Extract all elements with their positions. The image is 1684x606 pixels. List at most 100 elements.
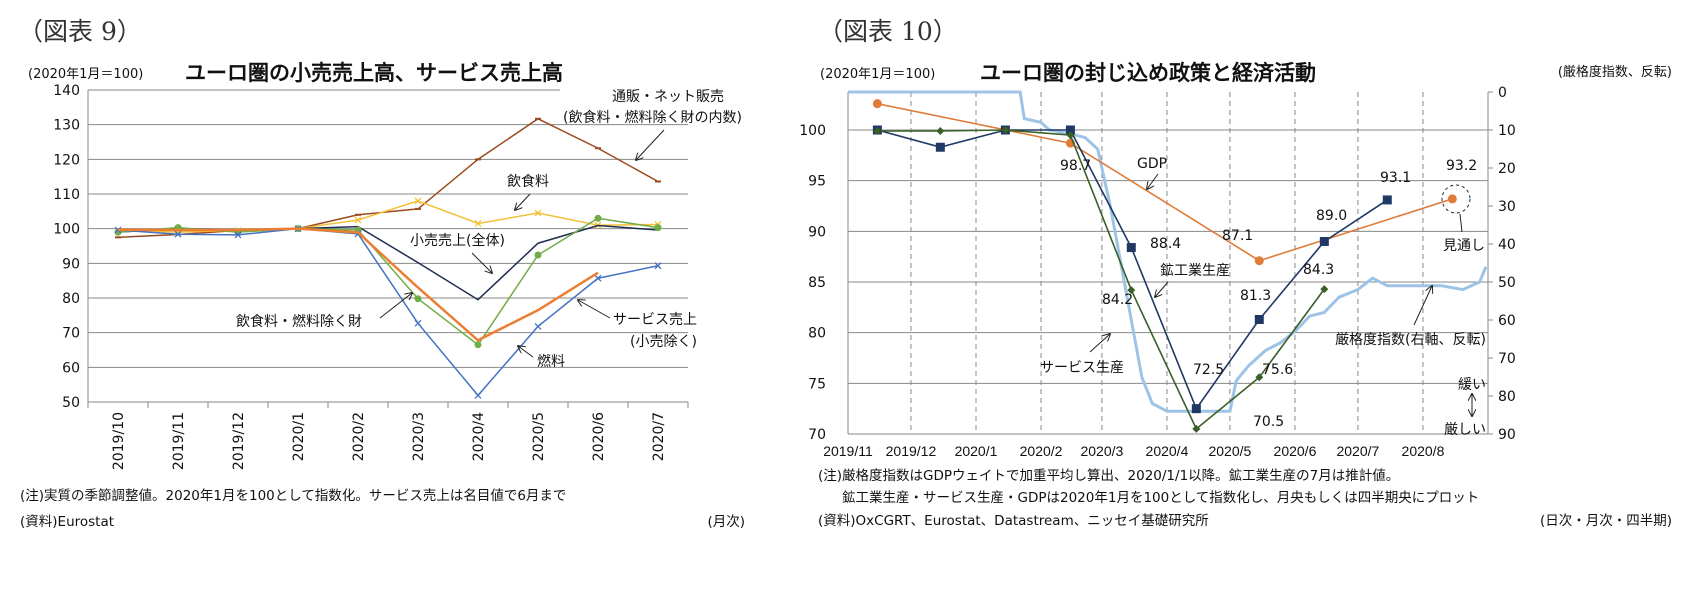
data-point — [534, 251, 542, 259]
data-label: 72.5 — [1193, 362, 1224, 378]
data-point — [873, 127, 882, 136]
y-right-tick-label: 40 — [1498, 237, 1516, 253]
figure-label: （図表 10） — [818, 17, 958, 46]
x-tick-label: 2020/2 — [351, 412, 367, 461]
x-tick-label: 2020/1 — [955, 443, 998, 459]
arrow — [471, 252, 492, 273]
chart-title: ユーロ圏の封じ込め政策と経済活動 — [980, 61, 1316, 85]
y-right-tick-label: 30 — [1498, 199, 1516, 215]
y-tick-label: 50 — [62, 395, 80, 411]
data-label: 93.2 — [1446, 158, 1477, 174]
note: (注)厳格度指数はGDPウェイトで加重平均し算出、2020/1/1以降。鉱工業生… — [818, 468, 1399, 484]
data-label: 70.5 — [1253, 414, 1284, 430]
x-tick-label: 2020/6 — [1274, 443, 1317, 459]
x-tick-label: 2020/2 — [1020, 443, 1063, 459]
series-0 — [115, 117, 661, 239]
y-tick-label: 80 — [62, 291, 80, 307]
data-point — [1319, 236, 1329, 246]
series-5 — [117, 227, 599, 342]
data-point — [474, 220, 482, 227]
data-point — [1066, 131, 1075, 140]
x-tick-label: 2019/12 — [231, 412, 247, 470]
y-right-tick-label: 20 — [1498, 161, 1516, 177]
series-line — [117, 227, 659, 397]
x-tick-label: 2020/1 — [291, 412, 307, 461]
data-point — [534, 209, 542, 217]
y-right-tick-label: 90 — [1498, 427, 1516, 443]
y-tick-label: 140 — [53, 83, 80, 99]
data-point — [1065, 125, 1075, 135]
data-label: 87.1 — [1222, 228, 1253, 244]
data-point — [654, 262, 662, 270]
data-point — [1255, 373, 1264, 382]
data-point — [474, 341, 482, 349]
arrow — [518, 346, 534, 358]
data-point — [1192, 424, 1201, 433]
data-point — [1447, 194, 1457, 204]
data-point — [1320, 285, 1329, 294]
data-label: 75.6 — [1262, 362, 1293, 378]
annotation: 燃料 — [537, 353, 565, 370]
series-line — [117, 224, 659, 301]
data-point — [872, 99, 882, 109]
note: 鉱工業生産・サービス生産・GDPは2020年1月を100として指数化し、月央もし… — [842, 490, 1479, 506]
right-unit-label: (厳格度指数、反転) — [1558, 64, 1672, 80]
data-label: 81.3 — [1240, 288, 1271, 304]
source: (資料)Eurostat — [20, 514, 114, 530]
data-point — [1001, 126, 1010, 134]
forecast-circle — [1441, 184, 1471, 214]
data-point — [414, 319, 422, 327]
arrow — [1147, 173, 1159, 189]
chart-title: ユーロ圏の小売売上高、サービス売上高 — [185, 61, 563, 85]
data-label: 88.4 — [1150, 236, 1181, 252]
y-right-tick-label: 50 — [1498, 275, 1516, 291]
data-point — [935, 142, 945, 152]
series-line — [117, 217, 659, 346]
annotation: GDP — [1137, 156, 1167, 172]
y-tick-label: 110 — [53, 187, 80, 203]
arrow — [1413, 286, 1432, 326]
leader-line — [1459, 213, 1463, 233]
data-point — [1382, 195, 1392, 205]
x-tick-label: 2020/7 — [651, 412, 667, 461]
data-point — [1127, 286, 1136, 295]
series-1 — [873, 126, 1329, 433]
x-tick-label: 2019/10 — [111, 412, 127, 470]
x-tick-label: 2020/8 — [1402, 443, 1445, 459]
data-label: 84.3 — [1303, 262, 1334, 278]
unit-label: (2020年1月＝100) — [28, 67, 143, 82]
y-left-tick-label: 70 — [808, 427, 826, 443]
note: (注)実質の季節調整値。2020年1月を100として指数化。サービス売上は名目値… — [20, 488, 566, 504]
x-tick-label: 2020/5 — [531, 412, 547, 461]
x-tick-label: 2020/7 — [1336, 443, 1379, 459]
chart-retail-sales: 50 60 70 80 90 100 110 120 130 140 2019/10 2019/11 2… — [53, 83, 689, 470]
figure-10: （図表 10） (2020年1月＝100) ユーロ圏の封じ込め政策と経済活動 (… — [799, 17, 1672, 529]
annotation: 緩い — [1458, 377, 1486, 393]
frequency: (日次・月次・四半期) — [1540, 513, 1672, 529]
data-point — [936, 127, 945, 136]
series-line — [117, 117, 659, 239]
data-point — [1254, 314, 1264, 324]
series-line — [877, 102, 1453, 262]
y-tick-label: 120 — [53, 152, 80, 168]
x-tick-label: 2020/3 — [411, 412, 427, 461]
annotation: 通販・ネット販売 — [612, 89, 724, 105]
annotation: 見通し — [1443, 238, 1485, 254]
figure-9: （図表 9） (2020年1月＝100) ユーロ圏の小売売上高、サービス売上高 … — [18, 17, 745, 530]
y-left-tick-label: 75 — [808, 376, 826, 392]
data-point — [1126, 243, 1136, 253]
x-tick-label: 2020/4 — [471, 412, 487, 461]
data-point — [174, 230, 182, 238]
data-point — [414, 295, 422, 303]
x-tick-label: 2020/4 — [1146, 443, 1189, 459]
data-point — [534, 322, 542, 330]
data-labels: 98.7 88.4 84.2 72.5 70.5 87.1 81.3 75.6 89.0 84.3… — [1060, 158, 1477, 430]
data-point — [234, 231, 242, 239]
data-label: 84.2 — [1102, 292, 1133, 308]
series-4 — [114, 225, 662, 399]
annotations: GDP 見通し 鉱工業生産 サービス生産 厳格度指数(右軸、反転) 緩い 厳しい — [1040, 156, 1486, 438]
data-point — [354, 216, 362, 224]
y-right-tick-label: 70 — [1498, 351, 1516, 367]
data-point — [594, 214, 602, 222]
